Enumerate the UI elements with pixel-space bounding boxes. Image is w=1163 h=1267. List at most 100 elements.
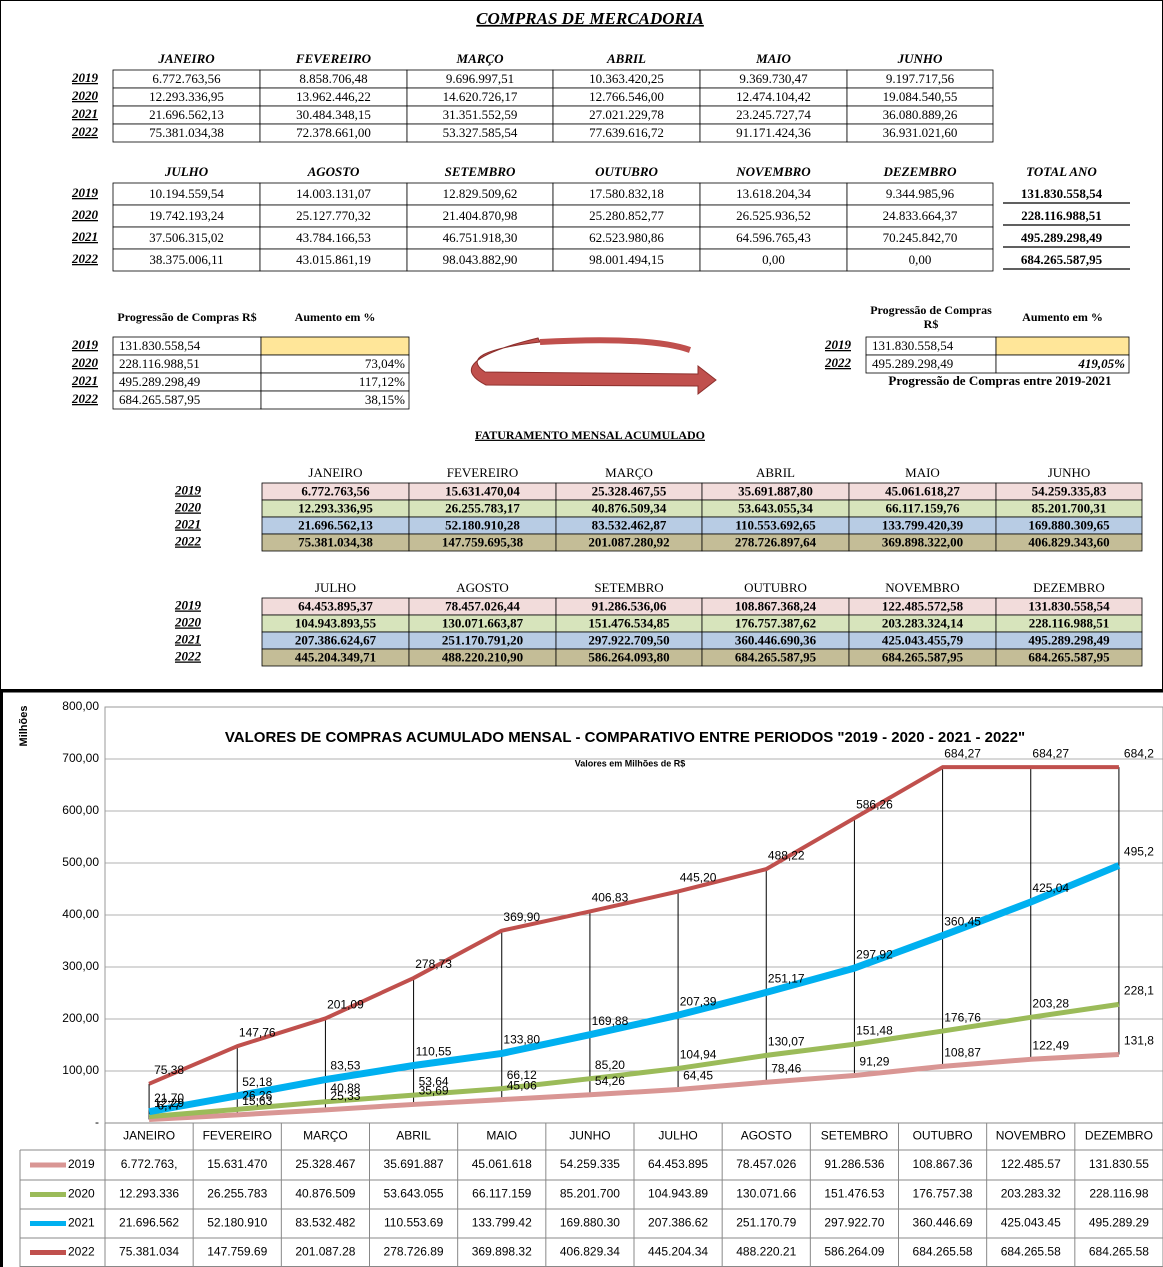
column-header: JUNHO [897,51,943,66]
cell-value: 201.087.280,92 [588,534,669,549]
cell-value: 586.264.093,80 [588,649,669,664]
column-header: AGOSTO [307,164,360,179]
cell-value: 9.344.985,96 [886,186,955,201]
cell-value: 9.696.997,51 [446,71,514,86]
data-label: 684,2 [1124,746,1154,760]
cell-value: 53.327.585,54 [443,125,518,140]
cell-value: 495.289.298,49 [119,374,200,389]
data-label: 586,26 [856,797,893,811]
cell-value: 122.485.572,58 [882,598,964,613]
data-label: 684,27 [944,746,981,760]
table-value: 684.265.58 [913,1245,973,1259]
data-label: 35,69 [419,1084,449,1098]
x-tick-label: OUTUBRO [913,1129,973,1143]
legend-label: 2019 [68,1157,95,1171]
row-label: 2019 [71,70,99,85]
legend-label: 2020 [68,1187,95,1201]
column-header: JANEIRO [157,51,215,66]
table-value: 133.799.42 [472,1216,532,1230]
cell-value: 64.596.765,43 [736,230,811,245]
column-header: ABRIL [756,465,795,480]
data-label: 122,49 [1032,1038,1069,1052]
cell-value: 25.328.467,55 [592,483,667,498]
column-header: ABRIL [606,51,646,66]
column-header: TOTAL ANO [1026,164,1097,179]
column-header: Progressão de Compras R$ [117,310,257,324]
row-label: 2020 [174,499,202,514]
cell-value: 85.201.700,31 [1032,500,1107,515]
row-label: 2021 [71,106,98,121]
column-header: MARÇO [456,51,505,66]
column-header: NOVEMBRO [735,164,811,179]
data-label: 45,06 [507,1079,537,1093]
cell-value: 17.580.832,18 [589,186,664,201]
data-label: 83,53 [330,1059,360,1073]
cell-value: 425.043.455,79 [882,632,964,647]
table-value: 104.943.89 [648,1187,708,1201]
cell-value: 37.506.315,02 [149,230,224,245]
column-header: MAIO [755,51,791,66]
cell-value: 419,05% [1077,356,1125,371]
data-label: 360,45 [944,915,981,929]
table-value: 406.829.34 [560,1245,620,1259]
legend-label: 2022 [68,1245,95,1259]
chart-title: VALORES DE COMPRAS ACUMULADO MENSAL - CO… [225,729,1025,746]
data-label: 91,29 [859,1055,889,1069]
data-label: 12,29 [154,1096,184,1110]
cell-value: 12.766.546,00 [589,89,664,104]
data-label: 131,8 [1124,1034,1154,1048]
data-label: 54,26 [595,1074,625,1088]
cell-value: 684.265.587,95 [882,649,964,664]
table-value: 251.170.79 [736,1216,796,1230]
column-header: Progressão de Compras R$ [870,303,992,331]
cell-value: 52.180.910,28 [445,517,520,532]
cell-value: 26.525.936,52 [736,208,811,223]
cell-value: 75.381.034,38 [298,534,373,549]
cell-value: 14.003.131,07 [296,186,371,201]
column-header: DEZEMBRO [1033,580,1105,595]
data-label: 147,76 [239,1025,276,1039]
table-value: 131.830.55 [1089,1157,1149,1171]
data-label: 104,94 [680,1048,717,1062]
cell-value: 684.265.587,95 [119,392,200,407]
cell-value: 151.476.534,85 [588,615,670,630]
row-label: 2020 [71,88,99,103]
y-tick-label: 100,00 [62,1063,99,1077]
cell-value: 19.084.540,55 [883,89,958,104]
data-label: 85,20 [595,1058,625,1072]
row-label: 2019 [824,337,852,352]
cell-value: 78.457.026,44 [445,598,520,613]
table-value: 54.259.335 [560,1157,620,1171]
column-header: AGOSTO [456,580,509,595]
data-label: 369,90 [503,910,540,924]
cell-value: 104.943.893,55 [295,615,377,630]
table-value: 130.071.66 [736,1187,796,1201]
cell-value: 228.116.988,51 [119,356,200,371]
cell-value: 66.117.159,76 [885,500,960,515]
cell-value: 131.830.558,54 [872,338,954,353]
x-tick-label: NOVEMBRO [996,1129,1066,1143]
table-value: 85.201.700 [560,1187,620,1201]
cell-value: 77.639.616,72 [589,125,664,140]
cell-value: 445.204.349,71 [295,649,376,664]
x-tick-label: MARÇO [303,1129,348,1143]
y-axis-label: Milhões [18,706,30,747]
cell-value: 35.691.887,80 [738,483,813,498]
cell-value: 6.772.763,56 [301,483,370,498]
row-label: 2022 [71,124,99,139]
table-value: 12.293.336 [119,1187,179,1201]
cell-value: 13.618.204,34 [736,186,811,201]
cell-value: 12.829.509,62 [443,186,518,201]
cell-value: 684.265.587,95 [1021,252,1103,267]
cell-value: 45.061.618,27 [885,483,960,498]
table-value: 15.631.470 [207,1157,267,1171]
data-label: 130,07 [768,1035,805,1049]
data-label: 26,26 [242,1089,272,1103]
table-value: 201.087.28 [295,1245,355,1259]
column-header: FEVEREIRO [447,465,519,480]
cell-value: 360.446.690,36 [735,632,817,647]
column-header: JULHO [315,580,356,595]
cell-value: 169.880.309,65 [1028,517,1110,532]
column-header: Aumento em % [1022,310,1103,324]
cell-value: 21.404.870,98 [443,208,518,223]
